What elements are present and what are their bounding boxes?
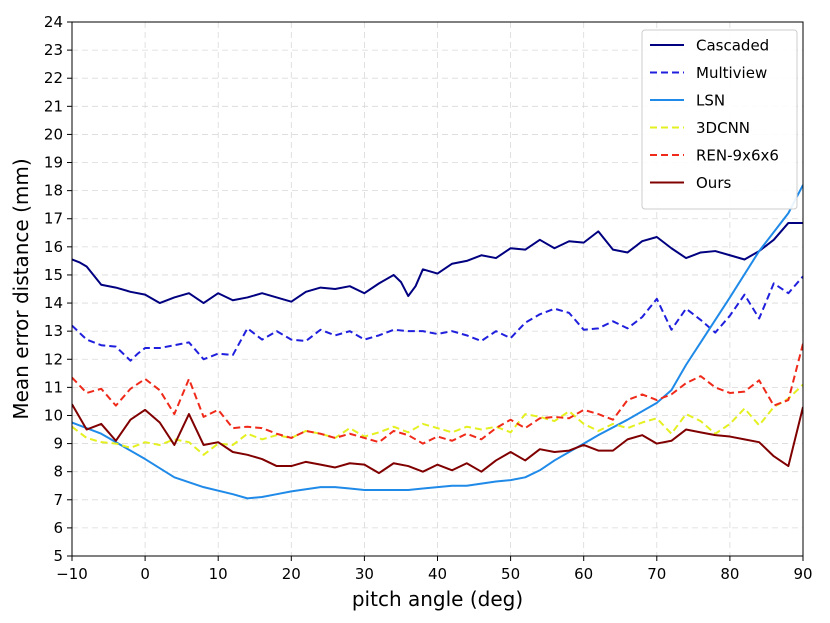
plot-series	[72, 184, 803, 500]
y-tick-label: 23	[44, 41, 63, 59]
y-tick-label: 21	[44, 97, 63, 115]
x-tick-label: 0	[140, 565, 150, 583]
x-axis-label: pitch angle (deg)	[352, 587, 523, 611]
y-tick-label: 8	[53, 463, 63, 481]
y-tick-label: 9	[53, 435, 63, 453]
y-tick-label: 13	[44, 322, 63, 340]
x-tick-label: 10	[209, 565, 228, 583]
y-tick-label: 17	[44, 210, 63, 228]
x-tick-label: 80	[720, 565, 739, 583]
y-tick-label: 11	[44, 378, 63, 396]
y-tick-label: 7	[53, 491, 63, 509]
y-tick-label: 19	[44, 154, 63, 172]
y-tick-label: 22	[44, 69, 63, 87]
y-tick-label: 15	[44, 266, 63, 284]
y-tick-label: 18	[44, 182, 63, 200]
y-axis-ticks: 5 6 7 8 9 10 11 12 13 14 15 16 17 18 19 20 21 22 23 24	[44, 13, 72, 565]
x-tick-label: 40	[428, 565, 447, 583]
legend-items: Cascaded Multiview LSN 3DCNN REN-9x6x6 Ours	[650, 37, 779, 192]
series-line-cascaded	[72, 221, 803, 305]
x-tick-label: −10	[56, 565, 88, 583]
series-line-ren-9x6x6	[72, 343, 803, 445]
series-line-lsn	[72, 184, 803, 500]
legend-label: 3DCNN	[696, 119, 750, 137]
y-tick-label: 16	[44, 238, 63, 256]
y-tick-label: 5	[53, 547, 63, 565]
legend-label: REN-9x6x6	[696, 147, 779, 165]
y-tick-label: 20	[44, 125, 63, 143]
y-tick-label: 14	[44, 294, 63, 312]
series-line-ours	[72, 403, 803, 475]
legend-box	[641, 29, 798, 210]
series-line-multiview	[72, 275, 803, 362]
legend-label: Cascaded	[696, 37, 769, 55]
x-tick-label: 60	[574, 565, 593, 583]
x-tick-label: 50	[501, 565, 520, 583]
y-tick-label: 10	[44, 406, 63, 424]
legend-label: LSN	[696, 92, 725, 110]
x-tick-label: 90	[793, 565, 812, 583]
series-line-3dcnn	[72, 383, 803, 456]
legend-label: Multiview	[696, 64, 767, 82]
y-axis-label: Mean error distance (mm)	[9, 158, 33, 419]
legend: Cascaded Multiview LSN 3DCNN REN-9x6x6 Ours	[641, 29, 798, 210]
x-axis-ticks: −10 0 10 20 30 40 50 60 70 80 90	[56, 556, 813, 583]
x-tick-label: 20	[282, 565, 301, 583]
x-tick-label: 30	[355, 565, 374, 583]
y-tick-label: 6	[53, 519, 63, 537]
legend-label: Ours	[696, 174, 731, 192]
x-tick-label: 70	[647, 565, 666, 583]
y-tick-label: 12	[44, 350, 63, 368]
y-tick-label: 24	[44, 13, 63, 31]
